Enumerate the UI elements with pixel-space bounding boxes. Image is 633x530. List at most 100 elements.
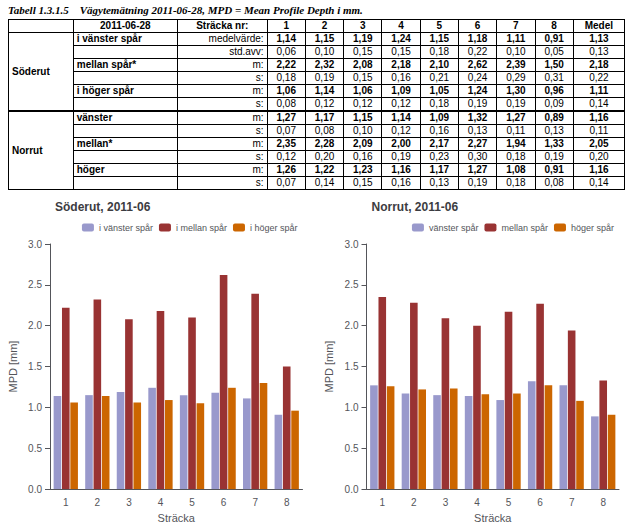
html-text:1,15: 1,15 xyxy=(314,33,335,44)
svg-text:8: 8 xyxy=(600,497,606,508)
html-text:1,19: 1,19 xyxy=(353,33,373,44)
html-text:1,11: 1,11 xyxy=(589,85,609,96)
html-text:2,10: 2,10 xyxy=(429,59,450,70)
svg-text:1.5: 1.5 xyxy=(345,361,359,372)
html-text:0,19: 0,19 xyxy=(314,72,335,83)
html-text:1,30: 1,30 xyxy=(506,85,526,96)
svg-text:MPD [mm]: MPD [mm] xyxy=(323,341,335,393)
html-text:0,15: 0,15 xyxy=(391,46,411,57)
svg-text:3: 3 xyxy=(126,497,132,508)
svg-text:1.0: 1.0 xyxy=(28,402,42,413)
html-text:0,29: 0,29 xyxy=(506,72,526,83)
html-text:1,50: 1,50 xyxy=(544,59,564,70)
svg-text:6: 6 xyxy=(221,497,227,508)
html-text:1,11: 1,11 xyxy=(506,33,526,44)
svg-text:Söderut, 2011-06: Söderut, 2011-06 xyxy=(55,200,151,214)
svg-text:Sträcka: Sträcka xyxy=(474,512,512,524)
svg-text:1.0: 1.0 xyxy=(345,402,359,413)
svg-text:Sträcka: Sträcka xyxy=(158,512,196,524)
svg-text:mellan spår: mellan spår xyxy=(501,223,548,233)
html-text:0,22: 0,22 xyxy=(467,46,488,57)
html-text:Tabell 1.3.1.5 Vägytemätning 2: Tabell 1.3.1.5 Vägytemätning 2011-06-28,… xyxy=(8,4,363,16)
svg-text:i mellan spår: i mellan spår xyxy=(176,223,227,233)
html-text:Medel: Medel xyxy=(584,20,613,31)
html-text:0,13: 0,13 xyxy=(589,46,609,57)
html-text:2,18: 2,18 xyxy=(391,59,411,70)
html-text:0,22: 0,22 xyxy=(589,72,609,83)
svg-text:0.0: 0.0 xyxy=(28,484,42,495)
svg-text:2: 2 xyxy=(411,497,417,508)
svg-text:3: 3 xyxy=(443,497,449,508)
svg-text:0.5: 0.5 xyxy=(28,443,42,454)
svg-text:MPD [mm]: MPD [mm] xyxy=(7,341,19,393)
svg-text:2.5: 2.5 xyxy=(28,279,42,290)
html-text:1,24: 1,24 xyxy=(467,85,488,96)
svg-text:Norrut, 2011-06: Norrut, 2011-06 xyxy=(372,200,459,214)
html-text:0,31: 0,31 xyxy=(544,72,564,83)
html-text:Söderut: Söderut xyxy=(12,65,50,77)
html-text:2,22: 2,22 xyxy=(276,59,296,70)
html-text:2011-06-28: 2011-06-28 xyxy=(100,20,151,31)
html-text:2,08: 2,08 xyxy=(353,59,373,70)
svg-text:1: 1 xyxy=(63,497,69,508)
svg-text:4: 4 xyxy=(158,497,164,508)
html-text:1,24: 1,24 xyxy=(391,33,411,44)
svg-text:2.0: 2.0 xyxy=(28,320,42,331)
html-text:0,18: 0,18 xyxy=(429,46,450,57)
html-text:0,15: 0,15 xyxy=(353,72,373,83)
html-text:std.avv:: std.avv: xyxy=(229,46,264,57)
html-text:2,62: 2,62 xyxy=(467,59,488,70)
html-text:0,18: 0,18 xyxy=(276,72,296,83)
html-text:mellan spår*: mellan spår* xyxy=(76,59,137,70)
html-text:0,05: 0,05 xyxy=(544,46,564,57)
svg-text:1: 1 xyxy=(380,497,386,508)
html-text:1,09: 1,09 xyxy=(391,85,411,96)
svg-text:2: 2 xyxy=(95,497,101,508)
html-text:1,15: 1,15 xyxy=(429,33,450,44)
html-text:0,21: 0,21 xyxy=(429,72,450,83)
html-text:0,96: 0,96 xyxy=(544,85,564,96)
svg-text:6: 6 xyxy=(537,497,543,508)
html-text:1,14: 1,14 xyxy=(314,85,335,96)
svg-text:0.0: 0.0 xyxy=(345,484,359,495)
html-text:2,18: 2,18 xyxy=(589,59,609,70)
html-text:0,15: 0,15 xyxy=(353,46,373,57)
svg-text:2.5: 2.5 xyxy=(345,279,359,290)
html-text:1,06: 1,06 xyxy=(276,85,296,96)
svg-text:7: 7 xyxy=(252,497,258,508)
svg-text:höger spår: höger spår xyxy=(571,223,614,233)
html-text:i vänster spår: i vänster spår xyxy=(76,33,142,44)
svg-text:8: 8 xyxy=(284,497,290,508)
svg-text:0.5: 0.5 xyxy=(345,443,359,454)
html-text:m:: m: xyxy=(252,85,264,96)
svg-text:2.0: 2.0 xyxy=(345,320,359,331)
html-text:i höger spår: i höger spår xyxy=(76,85,134,96)
svg-text:5: 5 xyxy=(189,497,195,508)
html-text:m:: m: xyxy=(252,59,264,70)
html-text:Norrut: Norrut xyxy=(12,144,43,156)
html-text:1,05: 1,05 xyxy=(429,85,450,96)
html-text:0,10: 0,10 xyxy=(314,46,335,57)
html-text:1,14: 1,14 xyxy=(276,33,296,44)
html-text:0,10: 0,10 xyxy=(506,46,526,57)
html-text:0,16: 0,16 xyxy=(391,72,411,83)
html-text:0,91: 0,91 xyxy=(544,33,564,44)
html-text:0,24: 0,24 xyxy=(467,72,488,83)
html-text:1,18: 1,18 xyxy=(467,33,488,44)
svg-text:5: 5 xyxy=(506,497,512,508)
svg-text:3.0: 3.0 xyxy=(345,239,359,250)
html-text:1,13: 1,13 xyxy=(589,33,609,44)
html-text:2,32: 2,32 xyxy=(314,59,335,70)
svg-text:3.0: 3.0 xyxy=(28,239,42,250)
svg-text:i höger spår: i höger spår xyxy=(250,223,298,233)
html-text:medelvärde:: medelvärde: xyxy=(208,33,264,44)
html-text:2,39: 2,39 xyxy=(506,59,526,70)
html-text:0,06: 0,06 xyxy=(276,46,296,57)
html-text:Sträcka nr:: Sträcka nr: xyxy=(196,20,249,31)
svg-text:vänster spår: vänster spår xyxy=(429,223,479,233)
html-text:1,06: 1,06 xyxy=(353,85,373,96)
svg-text:1.5: 1.5 xyxy=(28,361,42,372)
svg-text:7: 7 xyxy=(569,497,575,508)
svg-text:4: 4 xyxy=(474,497,480,508)
svg-text:i vänster spår: i vänster spår xyxy=(99,223,153,233)
